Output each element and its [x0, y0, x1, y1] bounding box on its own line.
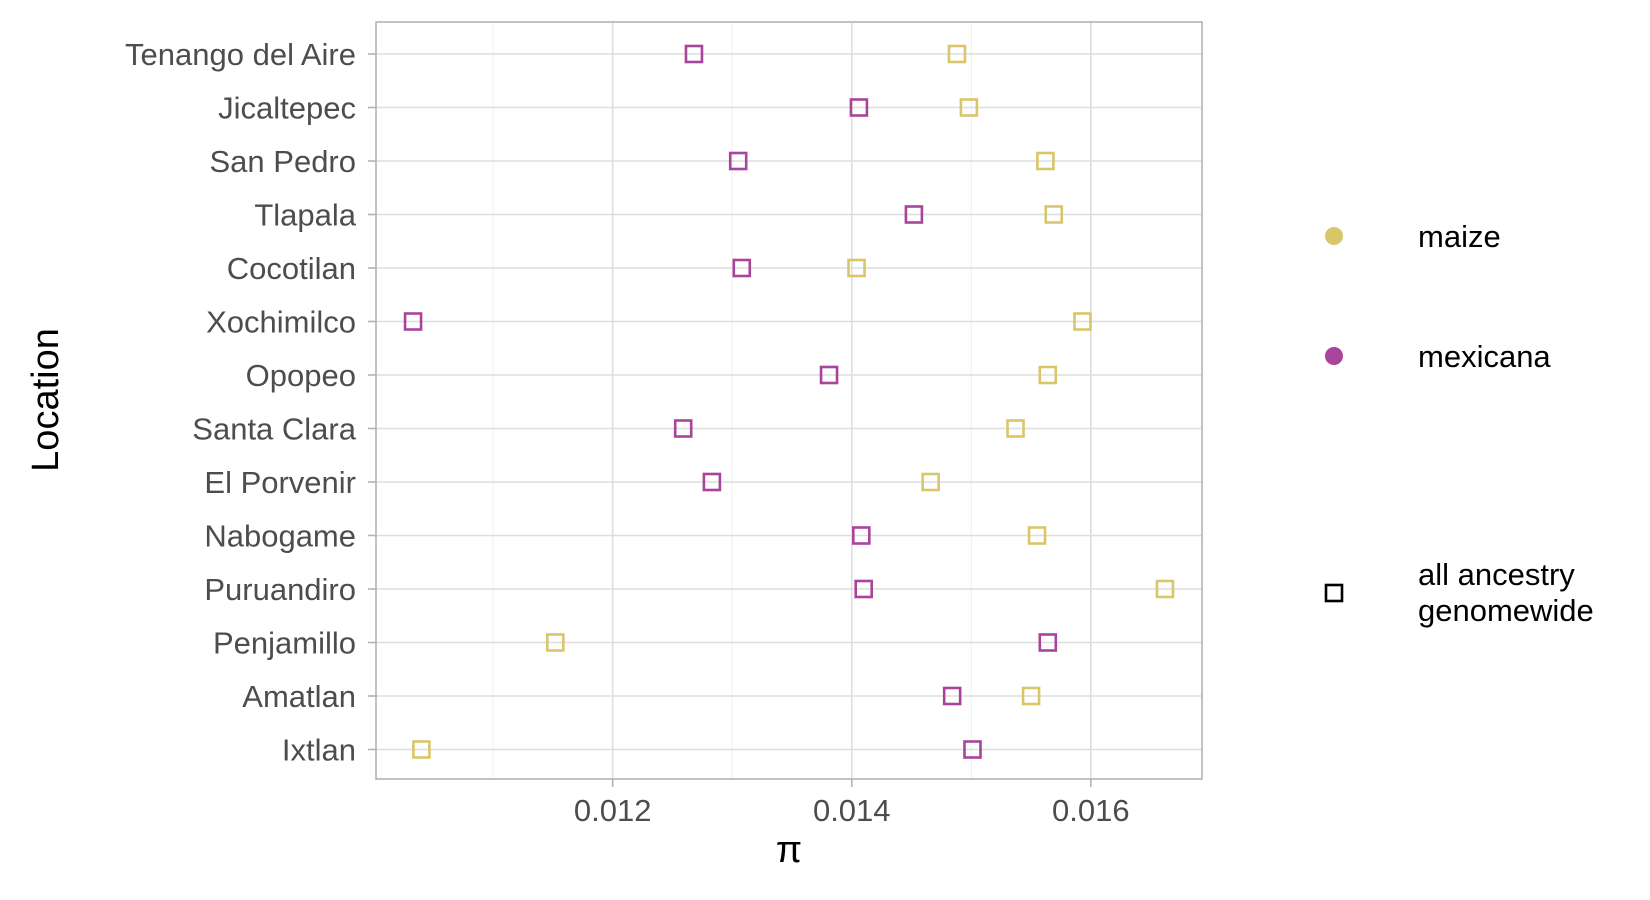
gridlines — [376, 22, 1202, 779]
maize-point — [1073, 312, 1092, 331]
maize-point — [1006, 419, 1025, 438]
maize-point — [1027, 526, 1047, 545]
y-tick-label: Amatlan — [242, 679, 356, 714]
x-tick-label: 0.012 — [574, 793, 652, 828]
maize-point — [1036, 151, 1055, 171]
mexicana-point — [904, 205, 924, 224]
mexicana-point — [854, 579, 874, 599]
y-axis: Tenango del Aire Jicaltepec San Pedro Tlapa… — [125, 37, 376, 768]
x-tick-label: 0.016 — [1052, 793, 1130, 828]
genomewide-legend-key — [1324, 583, 1344, 603]
y-tick-label: Opopeo — [246, 358, 356, 393]
maize-point — [947, 44, 967, 64]
maize-point — [546, 633, 565, 652]
y-tick-label: Puruandiro — [204, 572, 356, 607]
y-tick-label: Ixtlan — [282, 733, 356, 768]
mexicana-point — [403, 312, 423, 331]
y-tick-label: San Pedro — [210, 144, 357, 179]
y-tick-label: Penjamillo — [213, 626, 356, 661]
mexicana-point — [963, 740, 982, 759]
mexicana-point — [1038, 633, 1058, 652]
data-points — [403, 44, 1175, 759]
mexicana-point — [684, 44, 704, 64]
genomewide-legend-label: all ancestry — [1418, 557, 1575, 592]
maize-point — [959, 98, 979, 117]
mexicana-point — [728, 151, 748, 171]
y-tick-label: El Porvenir — [204, 465, 356, 500]
maize-point — [1155, 579, 1175, 599]
y-tick-label: Tlapala — [254, 198, 356, 233]
mexicana-point — [849, 98, 869, 117]
y-axis-title: Location — [25, 328, 67, 472]
maize-legend-label: maize — [1418, 219, 1501, 254]
mexicana-legend-key — [1325, 347, 1343, 365]
mexicana-point — [852, 526, 871, 545]
mexicana-legend-label: mexicana — [1418, 339, 1551, 374]
maize-point — [412, 740, 431, 759]
maize-point — [1038, 365, 1058, 385]
mexicana-point — [819, 365, 839, 385]
panel-background — [376, 22, 1202, 779]
maize-point — [1044, 205, 1064, 224]
genomewide-legend-label: genomewide — [1418, 593, 1594, 628]
x-axis-title: π — [776, 829, 802, 871]
panel-border — [375, 21, 1203, 780]
y-tick-label: Nabogame — [204, 519, 356, 554]
maize-point — [921, 472, 940, 492]
y-tick-label: Tenango del Aire — [125, 37, 356, 72]
y-tick-label: Santa Clara — [192, 412, 356, 447]
x-axis: 0.012 0.014 0.016 — [574, 779, 1130, 828]
mexicana-point — [732, 258, 752, 278]
mexicana-point — [942, 686, 962, 706]
x-tick-label: 0.014 — [813, 793, 891, 828]
y-tick-label: Jicaltepec — [218, 91, 356, 126]
maize-point — [1021, 686, 1041, 706]
maize-point — [847, 258, 866, 278]
y-tick-label: Cocotilan — [227, 251, 356, 286]
y-tick-label: Xochimilco — [206, 305, 356, 340]
maize-legend-key — [1325, 227, 1343, 245]
mexicana-point — [673, 419, 693, 438]
mexicana-point — [702, 472, 722, 492]
